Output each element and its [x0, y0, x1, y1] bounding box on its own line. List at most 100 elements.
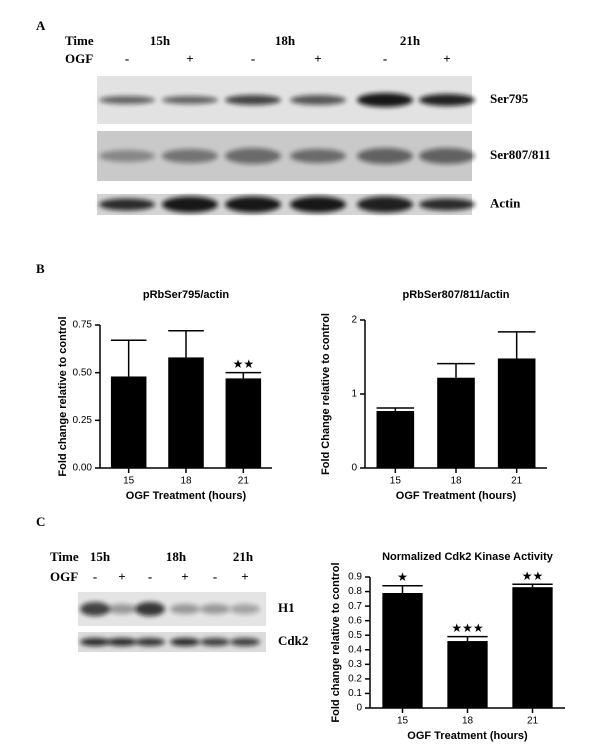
bar: [168, 357, 204, 468]
ogf-sign: +: [181, 569, 188, 584]
error-bar: [512, 583, 553, 588]
blot-band: [225, 95, 281, 105]
y-tick-label: 0: [356, 703, 362, 714]
time-point: 18h: [275, 33, 296, 48]
y-tick-label: 0.5: [348, 630, 362, 641]
x-axis-label: OGF Treatment (hours): [407, 730, 528, 742]
ogf-sign: -: [125, 51, 129, 66]
blot-band: [230, 638, 260, 646]
y-tick-label: 0.75: [73, 320, 93, 331]
blot-band: [162, 96, 218, 104]
y-axis-label: Fold change relative to control: [330, 562, 342, 722]
error-bar: [382, 584, 423, 594]
blot-band: [225, 196, 281, 213]
significance: ★★: [522, 569, 544, 583]
blot-band: [357, 196, 413, 213]
y-axis-label: Fold change relative to control: [57, 316, 69, 476]
ogf-sign: +: [443, 51, 450, 66]
y-tick-label: 0.3: [348, 659, 362, 670]
y-tick-label: 0.8: [348, 586, 362, 597]
ogf-sign: -: [148, 569, 152, 584]
time-label: Time: [65, 33, 94, 48]
error-bar: [437, 362, 475, 378]
x-tick-label: 15: [397, 716, 409, 727]
y-tick-label: 0.4: [348, 644, 362, 655]
ogf-sign: -: [383, 51, 387, 66]
error-bar: [168, 329, 204, 358]
significance: ★: [397, 570, 408, 584]
y-tick-label: 0.7: [348, 601, 362, 612]
error-bar: [110, 339, 147, 377]
ogf-sign: +: [118, 569, 125, 584]
band-label: Ser795: [490, 91, 529, 106]
y-axis-label: Fold Change relative to control: [320, 313, 332, 475]
x-tick-label: 15: [123, 476, 135, 487]
blot-band: [80, 638, 110, 646]
bar: [437, 377, 475, 468]
x-axis-label: OGF Treatment (hours): [126, 490, 247, 502]
y-tick-label: 1: [351, 389, 357, 400]
blot-band: [99, 96, 155, 104]
blot-band: [230, 604, 260, 614]
ogf-sign: -: [93, 569, 97, 584]
bar: [512, 587, 553, 708]
blot-band: [107, 604, 137, 614]
error-bar: [497, 331, 536, 359]
x-tick-label: 21: [238, 476, 250, 487]
bar: [376, 411, 415, 468]
band-label: H1: [278, 600, 295, 615]
blot-band: [200, 638, 230, 646]
blot-band: [225, 148, 281, 164]
y-tick-label: 0.50: [73, 367, 93, 378]
x-axis-label: OGF Treatment (hours): [396, 490, 517, 502]
bar: [382, 593, 423, 708]
blot-band: [162, 196, 218, 213]
blot-band: [200, 604, 230, 614]
y-tick-label: 0.6: [348, 615, 362, 626]
error-bar: [225, 371, 262, 379]
ogf-sign: +: [314, 51, 321, 66]
chart-title: pRbSer807/811/actin: [402, 289, 509, 301]
error-bar: [376, 407, 415, 412]
blot-band: [99, 150, 155, 162]
bar: [447, 641, 488, 708]
bar: [225, 378, 262, 468]
blot-band: [135, 638, 165, 646]
blot-band: [357, 93, 413, 107]
blot-band: [162, 149, 218, 163]
blot-band: [290, 95, 346, 105]
x-tick-label: 18: [450, 476, 462, 487]
blot-band: [170, 638, 200, 646]
panel-label: C: [36, 514, 45, 529]
y-tick-label: 0.00: [73, 463, 93, 474]
y-tick-label: 0.1: [348, 688, 362, 699]
ogf-label: OGF: [50, 569, 78, 584]
x-tick-label: 18: [180, 476, 192, 487]
ogf-label: OGF: [65, 51, 93, 66]
time-point: 21h: [400, 33, 421, 48]
time-point: 18h: [166, 549, 187, 564]
blot-band: [290, 149, 346, 163]
ogf-sign: +: [186, 51, 193, 66]
blot-band: [99, 198, 155, 211]
blot-band: [419, 198, 475, 211]
time-point: 15h: [90, 549, 111, 564]
y-tick-label: 0: [351, 463, 357, 474]
x-tick-label: 18: [462, 716, 474, 727]
blot-band: [80, 602, 110, 616]
blot-band: [419, 94, 475, 106]
error-bar: [447, 635, 488, 642]
ogf-sign: -: [251, 51, 255, 66]
y-tick-label: 0.25: [73, 415, 93, 426]
bar: [497, 358, 536, 468]
y-tick-label: 2: [351, 315, 357, 326]
band-label: Ser807/811: [490, 147, 551, 162]
time-label: Time: [50, 549, 79, 564]
blot-band: [357, 148, 413, 164]
ogf-sign: +: [241, 569, 248, 584]
blot-band: [170, 604, 200, 614]
x-tick-label: 21: [511, 476, 523, 487]
ogf-sign: -: [213, 569, 217, 584]
y-tick-label: 0.9: [348, 572, 362, 583]
